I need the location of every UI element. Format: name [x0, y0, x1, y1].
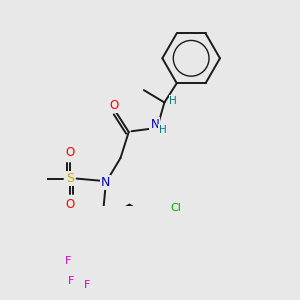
Text: O: O [65, 146, 74, 159]
Text: F: F [84, 280, 90, 290]
Text: N: N [101, 176, 110, 188]
Text: H: H [169, 96, 177, 106]
Text: O: O [109, 99, 118, 112]
Text: N: N [150, 118, 159, 131]
Text: F: F [68, 276, 74, 286]
Text: H: H [159, 125, 167, 135]
Text: S: S [66, 172, 74, 185]
Text: O: O [65, 198, 74, 211]
Text: F: F [65, 256, 72, 266]
Text: Cl: Cl [170, 203, 181, 213]
